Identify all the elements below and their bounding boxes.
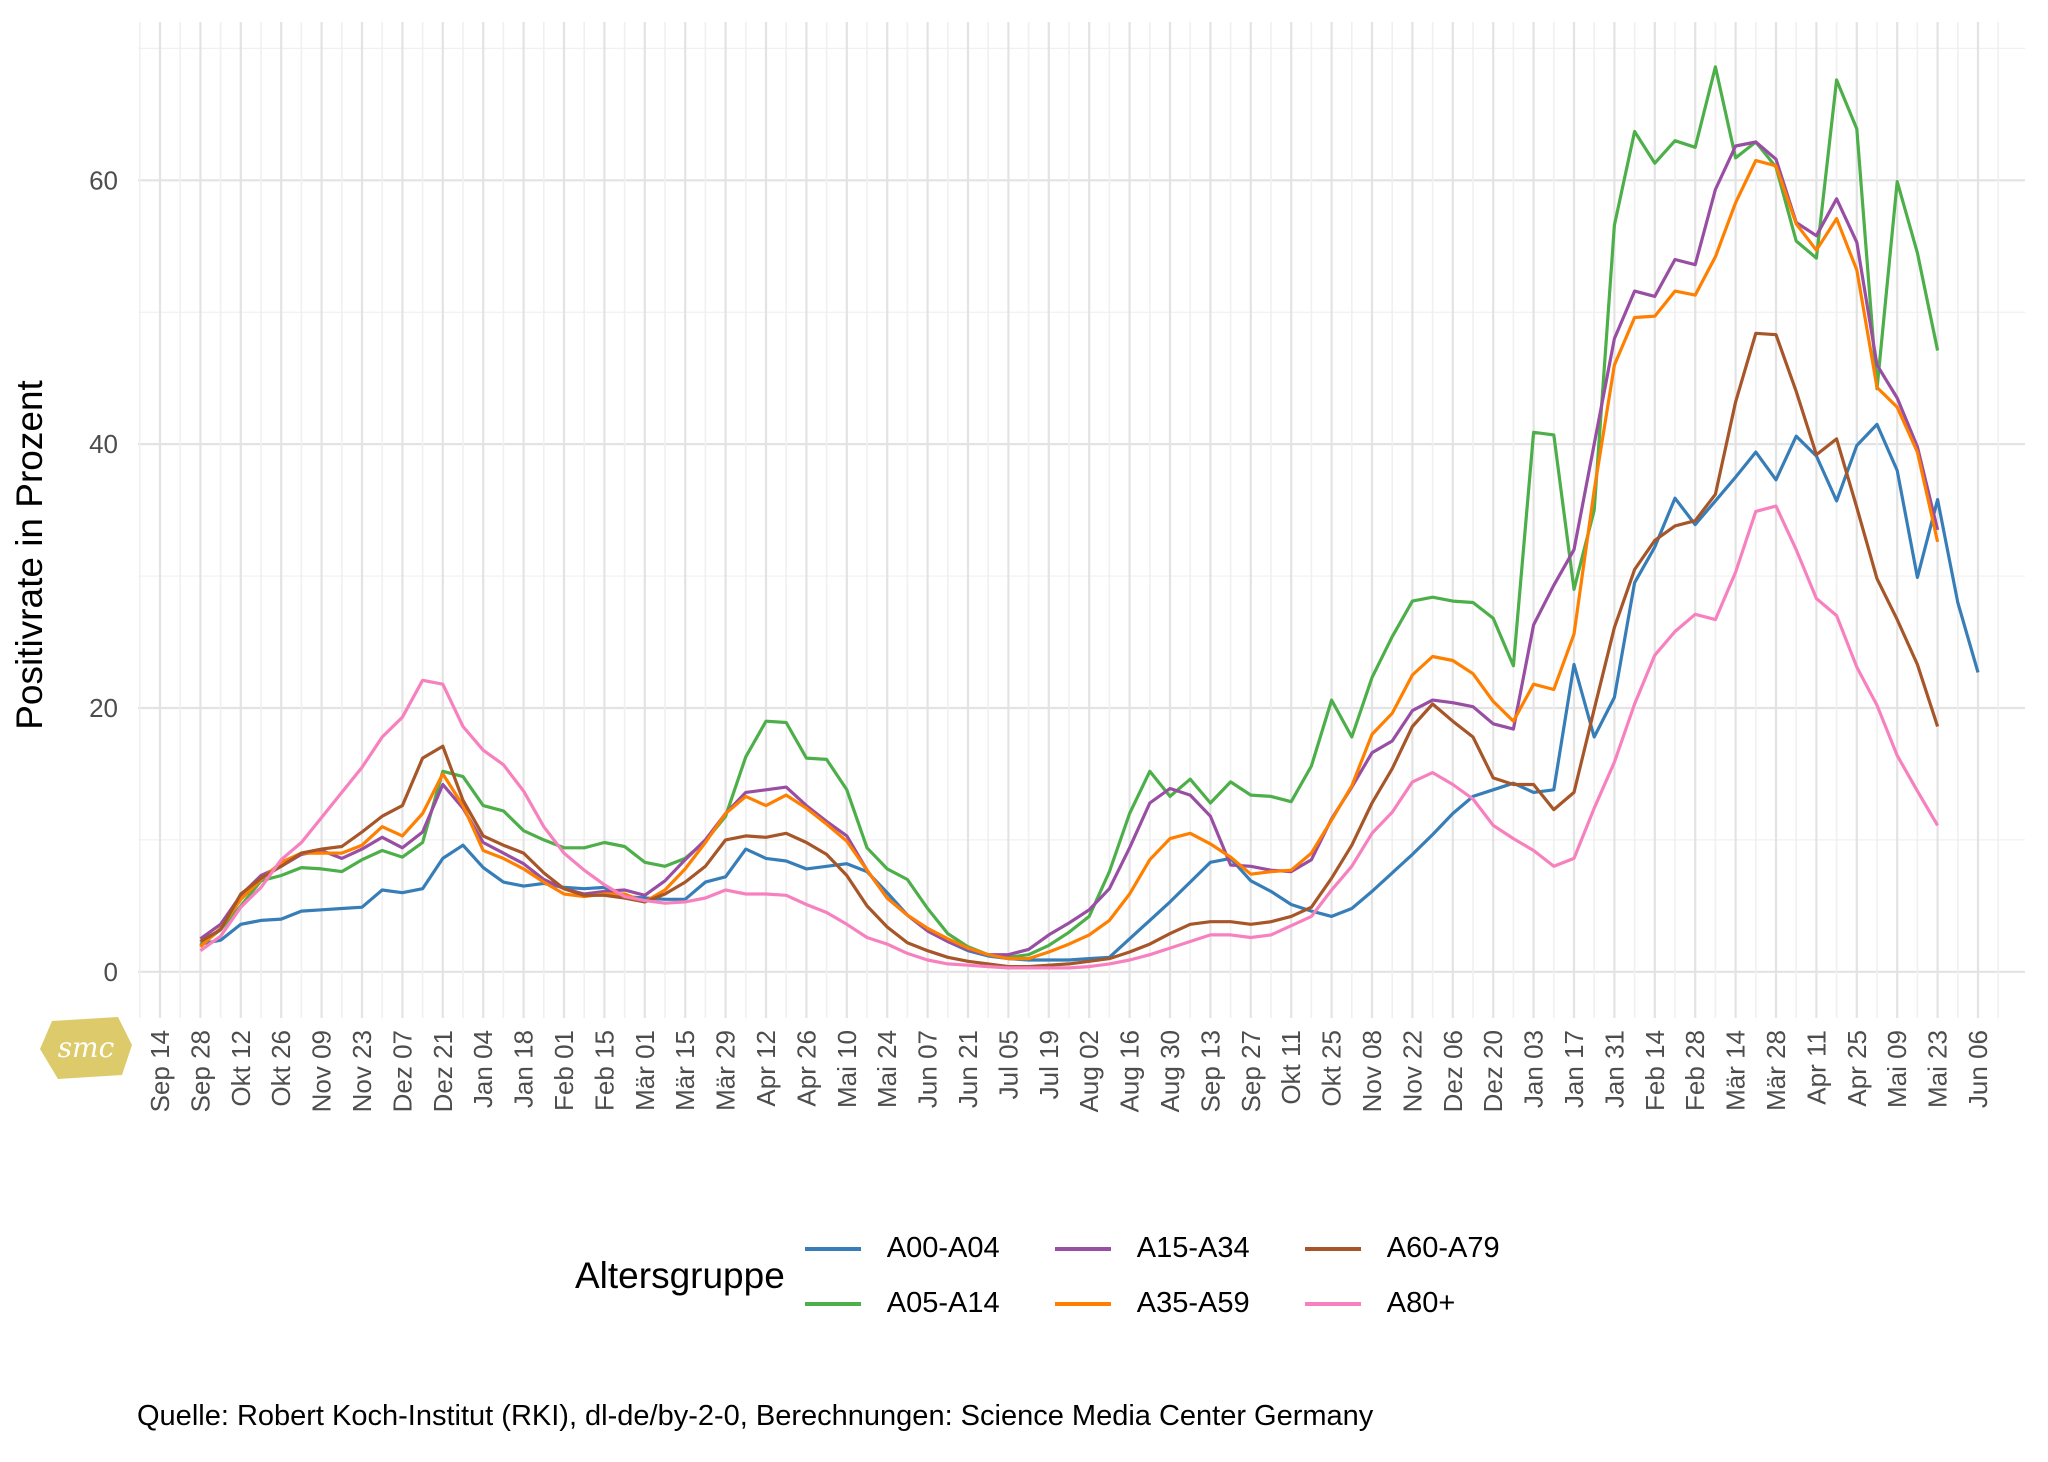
series-line-a05-a14 — [199, 65, 1940, 959]
y-tick-label: 60 — [89, 165, 118, 195]
x-tick-label: Mär 29 — [711, 1030, 741, 1111]
legend-item: A00-A04 — [804, 1232, 1055, 1265]
x-tick-label: Mär 14 — [1721, 1030, 1751, 1111]
legend-swatch — [1304, 1246, 1361, 1251]
x-tick-label: Mär 28 — [1761, 1030, 1791, 1111]
x-tick-label: Aug 02 — [1074, 1030, 1104, 1112]
legend-item: A80+ — [1304, 1287, 1555, 1320]
x-tick-label: Feb 14 — [1640, 1030, 1670, 1111]
legend-label: A80+ — [1386, 1287, 1456, 1319]
series-line-a00-a04 — [200, 422, 1980, 962]
x-tick-label: Feb 01 — [549, 1030, 579, 1111]
x-tick-label: Okt 25 — [1317, 1030, 1347, 1107]
x-tick-label: Okt 11 — [1276, 1030, 1306, 1105]
x-tick-label: Jan 04 — [468, 1030, 498, 1108]
grid — [138, 22, 2025, 1018]
x-tick-label: Mai 23 — [1923, 1030, 1953, 1108]
x-axis-ticks: Sep 14 Sep 28 Okt 12 Okt 26 Nov 09 Nov 23 Dez … — [145, 1030, 1993, 1112]
x-tick-label: Nov 22 — [1397, 1030, 1427, 1112]
x-tick-label: Sep 28 — [185, 1030, 215, 1112]
legend-item: A15-A34 — [1054, 1232, 1305, 1265]
x-tick-label: Sep 27 — [1236, 1030, 1266, 1112]
series-group — [199, 65, 1980, 970]
x-tick-label: Jan 31 — [1599, 1030, 1629, 1108]
y-tick-label: 20 — [89, 693, 118, 723]
legend-label: A35-A59 — [1136, 1287, 1250, 1319]
x-tick-label: Mär 01 — [630, 1030, 660, 1111]
x-tick-label: Jun 21 — [953, 1030, 983, 1108]
x-tick-label: Mär 15 — [670, 1030, 700, 1111]
series-line-a60-a79 — [199, 331, 1940, 969]
series-line-a80+ — [199, 504, 1939, 970]
legend-label: A05-A14 — [886, 1287, 1000, 1319]
legend-items: A00-A04 A15-A34 A60-A79 A05-A14 A35-A59 A80+ — [804, 1232, 1555, 1320]
smc-logo: smc — [38, 1015, 134, 1086]
y-tick-label: 0 — [104, 957, 118, 987]
series-line-a15-a34 — [199, 140, 1940, 957]
x-tick-label: Apr 26 — [791, 1030, 821, 1107]
legend-swatch — [1304, 1301, 1361, 1306]
x-tick-label: Mai 24 — [872, 1030, 902, 1108]
x-tick-label: Apr 25 — [1842, 1030, 1872, 1107]
x-tick-label: Dez 21 — [428, 1030, 458, 1112]
logo-badge-icon: smc — [40, 1017, 132, 1079]
x-tick-label: Jan 17 — [1559, 1030, 1589, 1108]
x-tick-label: Apr 11 — [1801, 1030, 1831, 1105]
legend-label: A60-A79 — [1386, 1232, 1500, 1264]
y-axis-ticks: 0 20 40 60 — [89, 165, 118, 987]
x-tick-label: Okt 12 — [226, 1030, 256, 1107]
legend-swatch — [804, 1246, 861, 1251]
x-tick-label: Sep 14 — [145, 1030, 175, 1112]
x-tick-label: Nov 23 — [347, 1030, 377, 1112]
x-tick-label: Dez 20 — [1478, 1030, 1508, 1112]
legend: Altersgruppe A00-A04 A15-A34 A60-A79 A05-A1… — [575, 1232, 1555, 1320]
x-tick-label: Feb 28 — [1680, 1030, 1710, 1111]
x-tick-label: Apr 12 — [751, 1030, 781, 1107]
x-tick-label: Feb 15 — [589, 1030, 619, 1111]
x-tick-label: Jul 05 — [993, 1030, 1023, 1099]
legend-item: A35-A59 — [1054, 1287, 1305, 1320]
x-tick-label: Okt 26 — [266, 1030, 296, 1107]
x-tick-label: Nov 08 — [1357, 1030, 1387, 1112]
legend-swatch — [1054, 1301, 1111, 1306]
x-tick-label: Mai 09 — [1882, 1030, 1912, 1108]
legend-item: A05-A14 — [804, 1287, 1055, 1320]
x-tick-label: Jan 18 — [509, 1030, 539, 1108]
x-tick-label: Jan 03 — [1519, 1030, 1549, 1108]
x-tick-label: Aug 16 — [1115, 1030, 1145, 1112]
series-line-a35-a59 — [199, 158, 1940, 961]
svg-text:smc: smc — [58, 1031, 115, 1064]
legend-item: A60-A79 — [1304, 1232, 1555, 1265]
legend-swatch — [804, 1301, 861, 1306]
y-tick-label: 40 — [89, 429, 118, 459]
x-tick-label: Jul 19 — [1034, 1030, 1064, 1099]
legend-label: A00-A04 — [886, 1232, 1000, 1264]
x-tick-label: Dez 06 — [1438, 1030, 1468, 1112]
legend-label: A15-A34 — [1136, 1232, 1250, 1264]
legend-swatch — [1054, 1246, 1111, 1251]
legend-title: Altersgruppe — [575, 1255, 785, 1296]
x-tick-label: Mai 10 — [832, 1030, 862, 1108]
x-tick-label: Jun 06 — [1963, 1030, 1993, 1108]
x-tick-label: Aug 30 — [1155, 1030, 1185, 1112]
x-tick-label: Jun 07 — [913, 1030, 943, 1108]
x-tick-label: Sep 13 — [1195, 1030, 1225, 1112]
y-axis-label: Positivrate in Prozent — [9, 379, 50, 729]
x-tick-label: Dez 07 — [387, 1030, 417, 1112]
source-caption: Quelle: Robert Koch-Institut (RKI), dl-d… — [137, 1400, 1374, 1432]
x-tick-label: Nov 09 — [307, 1030, 337, 1112]
